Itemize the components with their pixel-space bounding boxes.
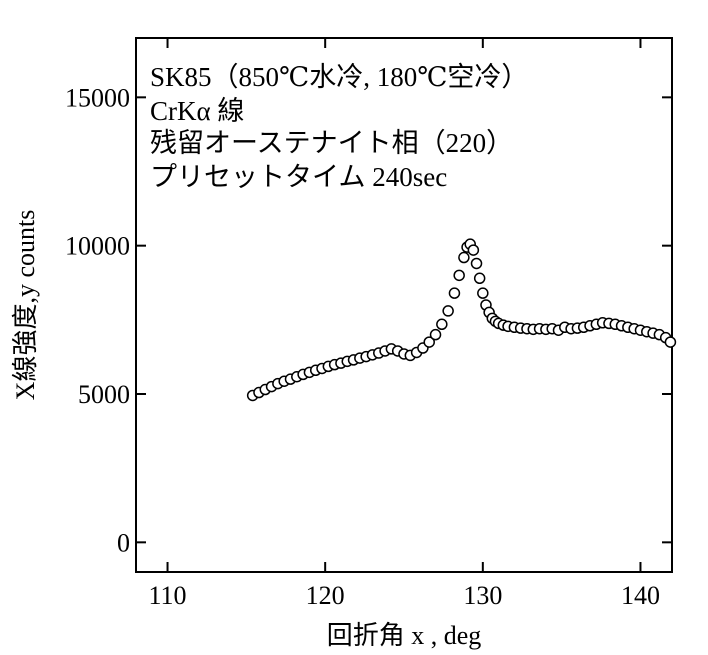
data-point [458,251,470,264]
data-point [477,287,489,299]
data-point [429,328,442,341]
data-point [453,269,465,282]
data-point [442,305,454,317]
x-tick-label: 140 [621,581,660,610]
y-tick-label: 10000 [65,232,130,261]
data-point [470,257,483,270]
y-axis-ticks: 0 5000 10000 15000 [65,83,672,557]
x-tick-label: 110 [149,581,187,610]
y-tick-label: 0 [117,528,130,557]
y-axis-title: X線強度,y counts [11,210,40,401]
data-point [473,272,486,285]
annotation-line-1: SK85（850℃水冷, 180℃空冷） [150,62,528,92]
x-tick-label: 130 [463,581,502,610]
x-axis-title: 回折角 x , deg [327,621,482,650]
data-point [467,244,480,256]
x-tick-label: 120 [306,581,345,610]
plot-frame [135,37,673,573]
annotation-block: SK85（850℃水冷, 180℃空冷） CrKα 線 残留オーステナイト相（2… [150,62,528,192]
y-tick-label: 5000 [78,380,130,409]
annotation-line-3: 残留オーステナイト相（220） [150,128,513,158]
data-point [664,336,677,348]
data-point [448,287,461,299]
data-point [423,336,435,348]
data-point [436,318,448,331]
x-axis-ticks: 110 120 130 140 [149,38,660,610]
y-tick-label: 15000 [65,83,130,112]
annotation-line-2: CrKα 線 [150,96,244,126]
data-series [246,238,677,402]
annotation-line-4: プリセットタイム 240sec [150,162,447,192]
